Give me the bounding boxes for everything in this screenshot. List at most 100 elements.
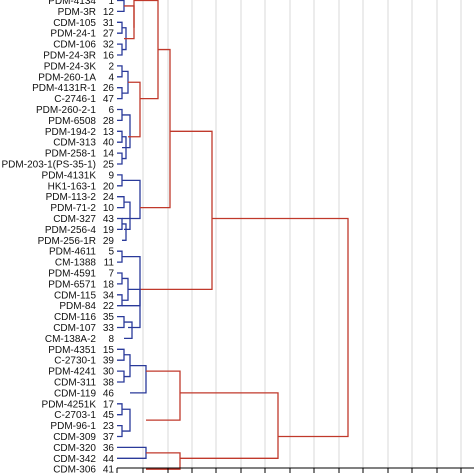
leaf-label: PDM-260-2-1 <box>36 105 96 116</box>
leaf-number: 35 <box>103 312 115 323</box>
leaf-label: CDM-327 <box>53 214 96 225</box>
leaf-label: PDM-4351 <box>48 345 96 356</box>
leaf-label: PDM-4251K <box>42 399 97 410</box>
dendrogram-branch <box>124 321 133 340</box>
leaf-label: PDM-24-3K <box>44 61 97 72</box>
dendrogram-branch <box>122 179 141 220</box>
leaf-label: CDM-107 <box>53 323 96 334</box>
leaf-number: 16 <box>103 51 115 62</box>
dendrogram-branch <box>146 370 181 421</box>
leaf-label: PDM-4241 <box>48 367 96 378</box>
leaf-number: 39 <box>103 356 115 367</box>
leaf-number: 5 <box>108 247 114 258</box>
leaf-number: 11 <box>104 258 115 269</box>
leaf-label: HK1-163-1 <box>48 181 97 192</box>
leaf-label: PDM-260-1A <box>38 72 96 83</box>
leaf-number: 37 <box>103 432 115 443</box>
leaf-number: 9 <box>108 170 114 181</box>
leaf-label: CDM-106 <box>53 40 96 51</box>
leaf-label: PDM-4611 <box>49 247 96 258</box>
leaf-number: 10 <box>103 203 115 214</box>
leaf-label: PDM-203-1(PS-35-1) <box>2 160 96 171</box>
leaf-label: PDM-71-2 <box>50 203 96 214</box>
leaf-number: 25 <box>103 160 115 171</box>
leaf-number: 17 <box>103 399 115 410</box>
leaf-number: 4 <box>108 72 114 83</box>
leaf-number: 13 <box>103 127 115 138</box>
leaf-number: 33 <box>103 323 115 334</box>
dendrogram-branch <box>117 217 123 231</box>
leaf-label: PDM-6508 <box>48 116 96 127</box>
leaf-label: C-2730-1 <box>54 356 96 367</box>
dendrogram-branch <box>117 446 147 459</box>
leaf-number: 2 <box>108 61 114 72</box>
leaf-label: CM-1388 <box>55 258 97 269</box>
dendrogram-branch <box>117 403 123 416</box>
leaf-label: CDM-116 <box>54 312 96 323</box>
dendrogram-branch <box>212 217 349 438</box>
dendrogram-branch <box>117 0 125 13</box>
leaf-label: PDM-258-1 <box>45 149 97 160</box>
leaf-number: 22 <box>103 301 115 312</box>
leaf-label: CDM-306 <box>53 465 96 474</box>
leaf-number: 36 <box>103 443 115 454</box>
leaf-number: 15 <box>103 345 115 356</box>
dendrogram-branch <box>124 354 131 378</box>
leaf-label: PDM-194-2 <box>45 127 97 138</box>
leaf-label: PDM-24-3R <box>43 51 96 62</box>
dendrogram-branch <box>117 196 125 209</box>
leaf-label: CDM-309 <box>53 432 96 443</box>
leaf-label: CDM-115 <box>54 290 96 301</box>
leaf-number: 6 <box>108 105 114 116</box>
leaf-number: 30 <box>103 367 115 378</box>
leaf-number: 20 <box>103 181 115 192</box>
leaf-label: CDM-320 <box>53 443 96 454</box>
leaf-number: 19 <box>103 225 115 236</box>
leaf-label: PDM-256-4 <box>45 225 97 236</box>
dendrogram-branch <box>117 108 123 122</box>
grid-lines <box>142 0 462 468</box>
dendrogram-branch <box>117 152 123 165</box>
dendrogram-branch <box>128 81 141 138</box>
dendrogram-branch <box>122 277 129 301</box>
dendrogram-branch <box>146 452 181 470</box>
dendrogram-branch <box>117 43 123 56</box>
dendrogram-branch <box>117 87 123 100</box>
dendrogram-branch <box>117 21 123 34</box>
dendrogram-branch <box>122 70 129 94</box>
leaf-number: 1 <box>108 0 114 7</box>
dendrogram-branch <box>128 288 141 329</box>
leaf-label: PDM-3R <box>58 7 96 18</box>
dendrogram-branches <box>117 0 349 470</box>
leaf-label: PDM-4131R-1 <box>32 83 96 94</box>
leaf-number: 45 <box>103 410 115 421</box>
dendrogram-branch <box>122 408 131 432</box>
dendrogram-branch <box>122 114 131 149</box>
leaf-label: PDM-6571 <box>48 279 96 290</box>
leaf-label: PDM-113-2 <box>46 192 97 203</box>
leaf-number: 31 <box>103 18 115 29</box>
leaf-label: PDM-4131K <box>42 170 97 181</box>
leaf-label: CM-138A-2 <box>45 334 97 345</box>
leaf-number: 12 <box>103 7 115 18</box>
leaf-number: 26 <box>103 83 115 94</box>
leaf-label: CDM-342 <box>53 454 96 465</box>
leaf-label: CDM-105 <box>53 18 96 29</box>
dendrogram-branch <box>140 130 213 290</box>
leaf-number: 18 <box>103 279 115 290</box>
leaf-label: PDM-256-1R <box>38 236 96 247</box>
leaf-number: 47 <box>103 94 115 105</box>
leaf-number: 14 <box>103 149 115 160</box>
leaf-number: 44 <box>103 454 115 465</box>
leaf-label: CDM-311 <box>54 378 96 389</box>
dendrogram-branch <box>122 255 141 307</box>
leaf-label: C-2746-1 <box>54 94 96 105</box>
leaf-number: 8 <box>108 334 114 345</box>
leaf-numbers: 1123127321624264762813401425920241043192… <box>103 0 115 474</box>
dendrogram-branch <box>117 370 125 383</box>
dendrogram-branch <box>117 424 123 438</box>
dendrogram-branch <box>117 315 125 329</box>
dendrogram-branch <box>117 130 123 143</box>
leaf-number: 46 <box>103 388 115 399</box>
